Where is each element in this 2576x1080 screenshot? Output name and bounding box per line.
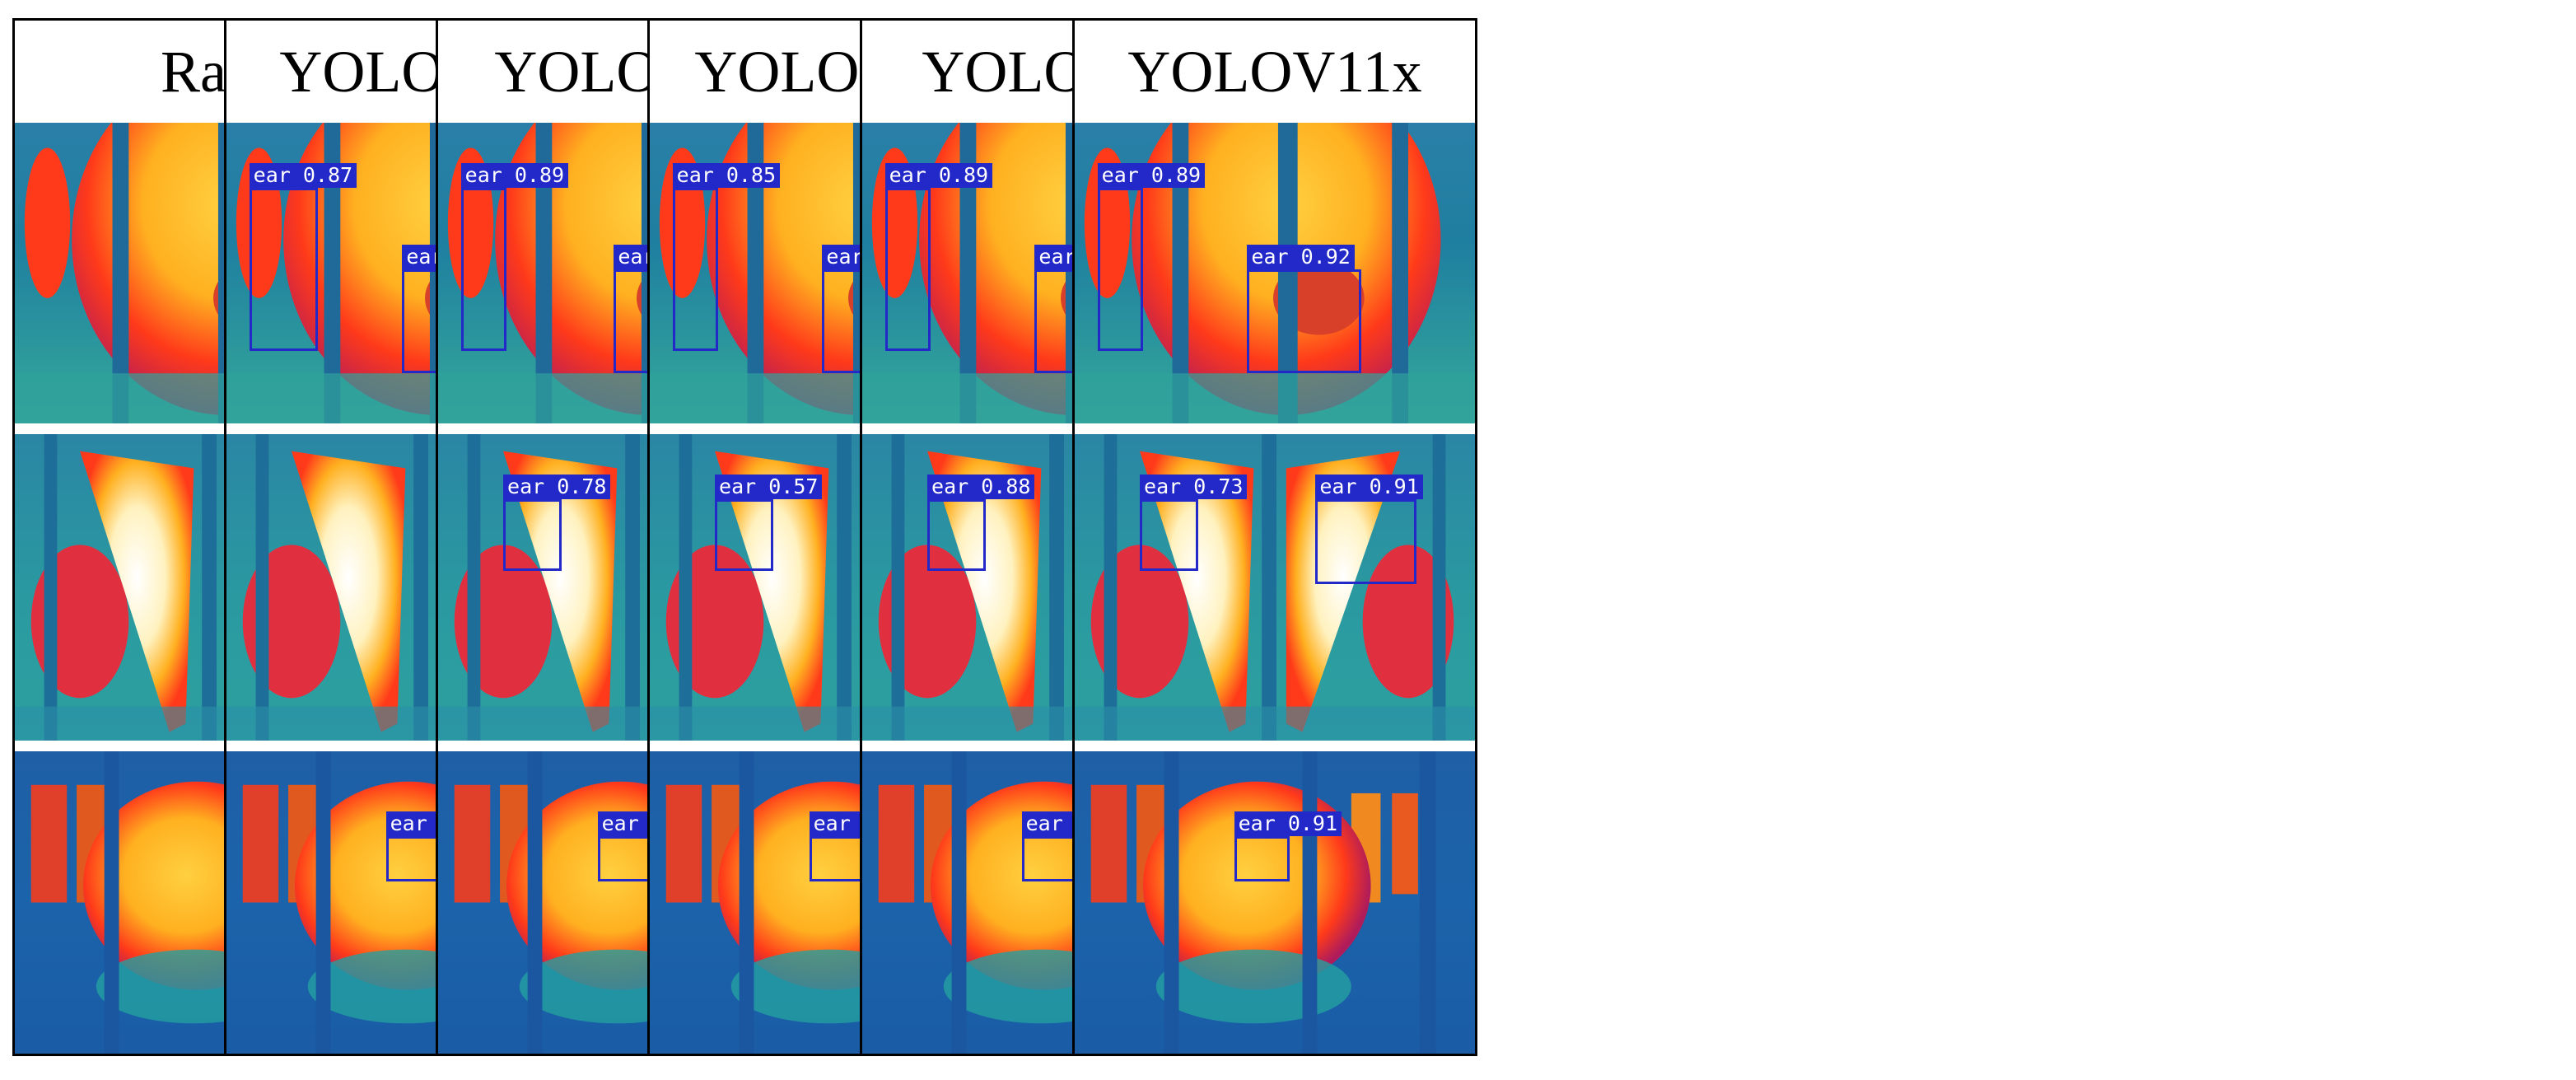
detection-box bbox=[927, 499, 987, 571]
detection-label: ear 0.89 bbox=[460, 163, 569, 189]
detection-box bbox=[385, 835, 438, 882]
detection-label: ear 0.87 bbox=[249, 163, 357, 189]
detection-box bbox=[1021, 835, 1077, 882]
detection-label: ear 0.89 bbox=[1097, 163, 1206, 189]
detection-box bbox=[597, 835, 653, 882]
detection-box bbox=[503, 499, 562, 571]
thermal-image-panel: ear 0.73 ear 0.91 bbox=[1075, 434, 1475, 741]
detection-label: ear 0.91 bbox=[1315, 475, 1423, 500]
column-title: YOLOV11x bbox=[1127, 38, 1422, 105]
detection-box bbox=[460, 188, 506, 351]
thermal-image-panel: ear 0.91 bbox=[1075, 751, 1475, 1054]
detection-box bbox=[715, 499, 774, 571]
thermal-scene-svg bbox=[1090, 751, 1436, 1054]
detection-label: ear 0.78 bbox=[503, 475, 611, 500]
detection-box bbox=[1315, 499, 1416, 584]
detection-box bbox=[1234, 835, 1290, 882]
detection-box bbox=[672, 188, 718, 351]
detection-label: ear 0.85 bbox=[672, 163, 781, 189]
column-yolov11x: YOLOV11x ear 0.89 ear 0.92 ear 0.73 ear 0.… bbox=[1072, 18, 1477, 1056]
detection-box bbox=[249, 188, 318, 351]
detection-box bbox=[1140, 499, 1199, 571]
detection-box bbox=[884, 188, 931, 351]
detection-box bbox=[1247, 269, 1361, 374]
thermal-scene-svg bbox=[1075, 434, 1475, 741]
detection-label: ear 0.92 bbox=[1247, 244, 1355, 269]
detection-label: ear 0.88 bbox=[927, 475, 1035, 500]
detection-label: ear 0.89 bbox=[884, 163, 993, 189]
thermal-image-panel: ear 0.89 ear 0.92 bbox=[1075, 123, 1475, 423]
detection-box bbox=[1097, 188, 1143, 351]
detection-label: ear 0.91 bbox=[1234, 811, 1342, 836]
detection-label: ear 0.57 bbox=[715, 475, 823, 500]
detection-label: ear 0.73 bbox=[1140, 475, 1248, 500]
detection-box bbox=[809, 835, 865, 882]
